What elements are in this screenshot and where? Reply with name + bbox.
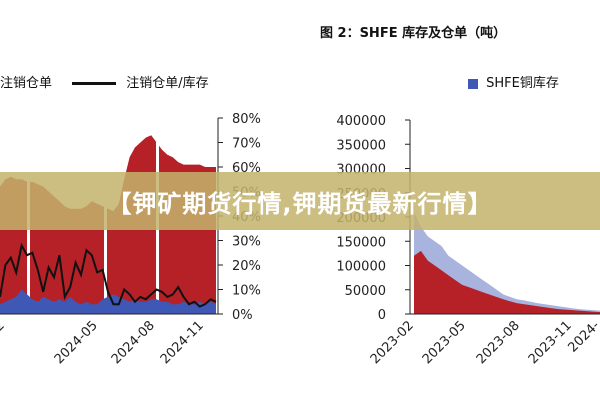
legend-label-shfe-copper-stock: SHFE铜库存	[486, 76, 559, 91]
left-y-tick-label: 80%	[232, 112, 261, 127]
left-cancelled-area	[0, 289, 216, 314]
legend-line-swatch	[72, 82, 117, 85]
left-y-tick-label: 20%	[232, 259, 261, 274]
legend-box-swatch	[468, 78, 478, 89]
left-x-tick-label: 4-02	[0, 318, 8, 349]
left-x-tick-label: 2024-08	[109, 318, 158, 367]
right-warrant-area	[414, 250, 600, 314]
left-y-tick-label: 30%	[232, 235, 261, 250]
right-y-tick-label: 400000	[336, 114, 386, 129]
right-y-tick-label: 100000	[336, 260, 386, 275]
left-y-tick-label: 10%	[232, 284, 261, 299]
chart-title: 图 2：SHFE 库存及仓单（吨）	[320, 26, 507, 41]
right-y-tick-label: 50000	[345, 284, 386, 299]
right-x-tick-label: 2024-	[566, 318, 600, 356]
left-ratio-line	[0, 242, 217, 308]
left-x-tick-label: 2024-11	[158, 318, 207, 367]
overlay-banner: 【钾矿期货行情,钾期货最新行情】	[0, 172, 600, 230]
right-x-tick-label: 2023-05	[420, 318, 469, 367]
right-y-tick-label: 350000	[336, 138, 386, 153]
right-x-tick-label: 2023-08	[474, 318, 523, 367]
right-y-tick-label: 0	[378, 308, 386, 323]
left-legend: 注销仓单 注销仓单/库存	[0, 72, 209, 91]
left-y-tick-label: 0%	[232, 308, 253, 323]
legend-label-ratio: 注销仓单/库存	[126, 76, 209, 91]
right-legend: SHFE铜库存	[468, 72, 559, 91]
left-y-tick-label: 70%	[232, 137, 261, 152]
banner-text: 【钾矿期货行情,钾期货最新行情】	[107, 189, 493, 218]
left-x-tick-label: 2024-05	[52, 318, 101, 367]
right-y-tick-label: 150000	[336, 235, 386, 250]
right-x-tick-label: 2023-02	[368, 318, 417, 367]
legend-label-cancelled-warrants: 注销仓单	[0, 76, 53, 91]
